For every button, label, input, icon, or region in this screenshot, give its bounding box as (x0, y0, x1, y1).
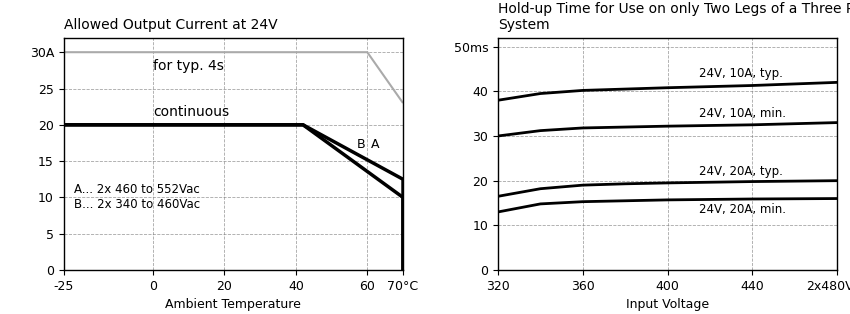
Text: A... 2x 460 to 552Vac
B... 2x 340 to 460Vac: A... 2x 460 to 552Vac B... 2x 340 to 460… (75, 183, 201, 211)
Text: Allowed Output Current at 24V: Allowed Output Current at 24V (64, 18, 277, 32)
X-axis label: Ambient Temperature: Ambient Temperature (166, 298, 301, 311)
Text: A: A (371, 138, 379, 151)
X-axis label: Input Voltage: Input Voltage (626, 298, 709, 311)
Text: 24V, 10A, typ.: 24V, 10A, typ. (700, 67, 784, 80)
Text: for typ. 4s: for typ. 4s (153, 59, 224, 73)
Text: B: B (357, 138, 366, 151)
Text: 24V, 20A, typ.: 24V, 20A, typ. (700, 165, 784, 178)
Text: 24V, 20A, min.: 24V, 20A, min. (700, 203, 786, 216)
Text: 24V, 10A, min.: 24V, 10A, min. (700, 107, 786, 120)
Text: Hold-up Time for Use on only Two Legs of a Three Phase
System: Hold-up Time for Use on only Two Legs of… (498, 2, 850, 32)
Text: continuous: continuous (153, 105, 230, 119)
